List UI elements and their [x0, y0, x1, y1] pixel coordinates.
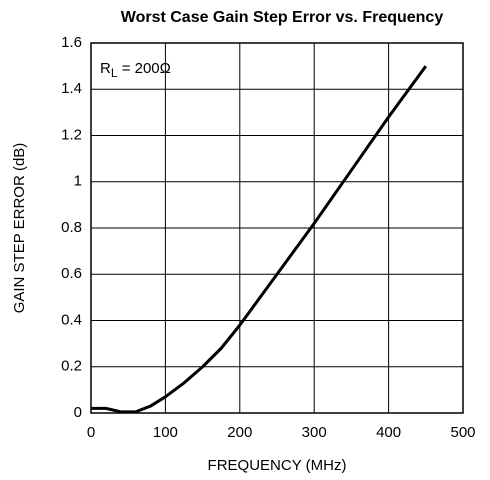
y-tick-label: 0.2: [61, 358, 82, 375]
y-tick-label: 1: [74, 173, 82, 190]
x-tick-label: 100: [153, 424, 178, 441]
x-tick-label: 200: [227, 424, 252, 441]
x-tick-label: 300: [302, 424, 327, 441]
x-axis-label: FREQUENCY (MHz): [208, 457, 347, 474]
y-axis-label: GAIN STEP ERROR (dB): [11, 143, 28, 314]
y-tick-label: 0.6: [61, 265, 82, 282]
annotation-rest: = 200Ω: [118, 60, 171, 77]
y-tick-label: 0.8: [61, 219, 82, 236]
y-tick-label: 1.2: [61, 126, 82, 143]
plot-frame: [90, 42, 464, 414]
y-tick-label: 0: [74, 404, 82, 421]
x-tick-label: 0: [87, 424, 95, 441]
y-tick-label: 0.4: [61, 311, 82, 328]
annotation: RL = 200Ω: [100, 60, 171, 80]
x-tick-label: 400: [376, 424, 401, 441]
data-line: [91, 65, 428, 414]
annotation-sub: L: [111, 66, 118, 80]
x-tick-label: 500: [450, 424, 475, 441]
y-tick-label: 1.4: [61, 80, 82, 97]
annotation-main: R: [100, 60, 111, 77]
y-tick-label: 1.6: [61, 34, 82, 51]
chart-title: Worst Case Gain Step Error vs. Frequency: [121, 9, 444, 26]
